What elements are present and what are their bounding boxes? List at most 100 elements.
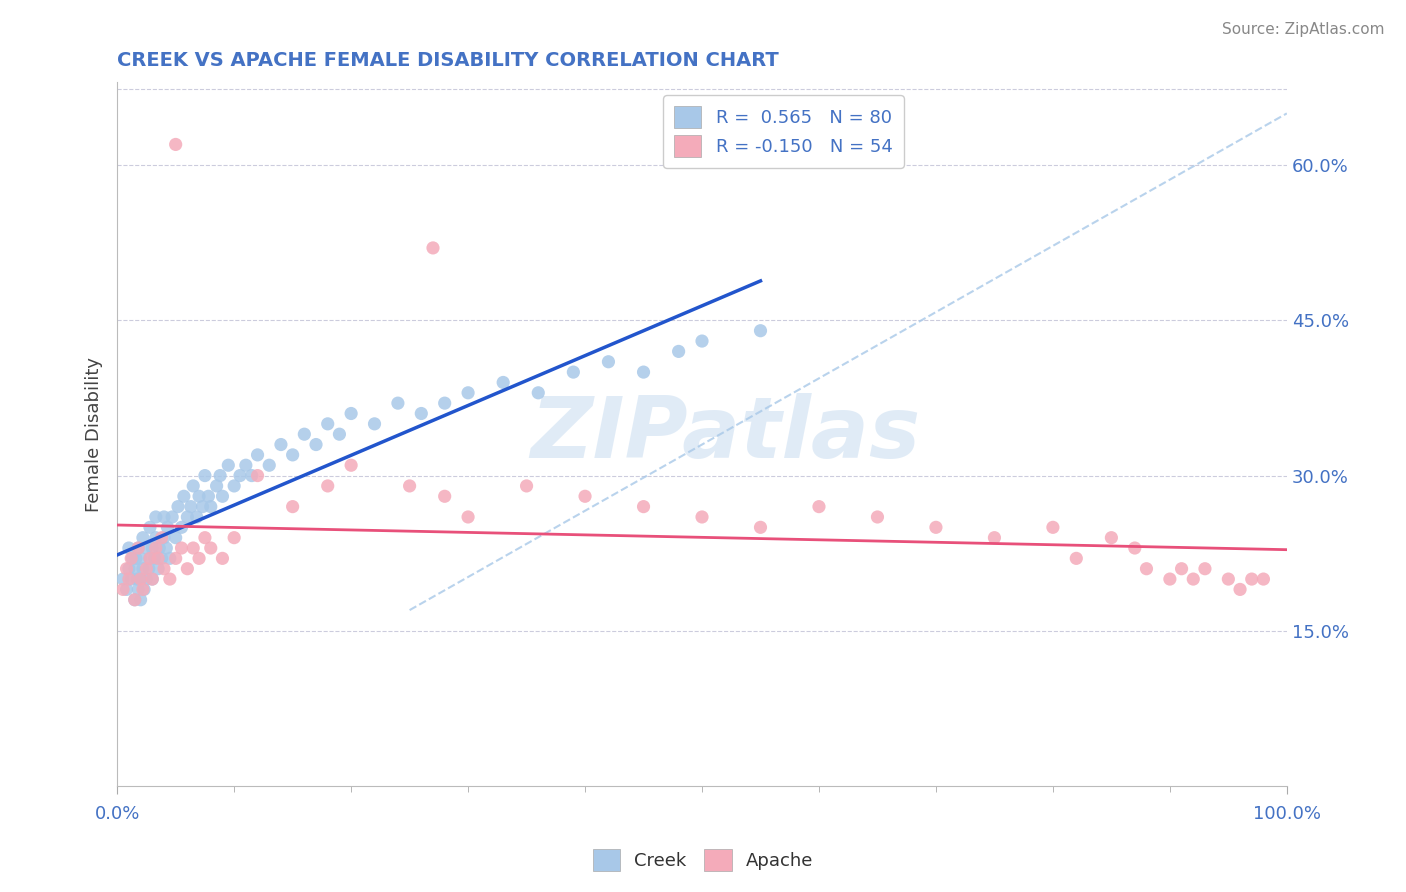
Point bbox=[340, 407, 363, 421]
Point bbox=[433, 489, 456, 503]
Point bbox=[363, 417, 385, 431]
Point bbox=[153, 562, 176, 576]
Point bbox=[1182, 572, 1205, 586]
Point bbox=[176, 510, 198, 524]
Point bbox=[229, 468, 252, 483]
Point bbox=[145, 510, 167, 524]
Point bbox=[866, 510, 889, 524]
Point bbox=[188, 551, 211, 566]
Point bbox=[1042, 520, 1064, 534]
Point bbox=[165, 551, 187, 566]
Point bbox=[181, 479, 204, 493]
Point bbox=[159, 572, 181, 586]
Point bbox=[127, 541, 149, 555]
Point bbox=[316, 417, 339, 431]
Point bbox=[148, 541, 170, 555]
Point bbox=[217, 458, 239, 473]
Point bbox=[167, 500, 190, 514]
Point bbox=[181, 541, 204, 555]
Point bbox=[132, 582, 155, 597]
Point bbox=[156, 520, 179, 534]
Point bbox=[224, 531, 246, 545]
Point bbox=[1159, 572, 1181, 586]
Point bbox=[387, 396, 409, 410]
Legend: R =  0.565   N = 80, R = -0.150   N = 54: R = 0.565 N = 80, R = -0.150 N = 54 bbox=[664, 95, 904, 168]
Point bbox=[194, 468, 217, 483]
Point bbox=[749, 520, 772, 534]
Point bbox=[305, 437, 328, 451]
Point bbox=[143, 551, 166, 566]
Point bbox=[492, 376, 515, 390]
Point bbox=[139, 551, 162, 566]
Point bbox=[121, 551, 143, 566]
Point bbox=[1099, 531, 1122, 545]
Point bbox=[270, 437, 292, 451]
Point bbox=[574, 489, 596, 503]
Point bbox=[125, 551, 148, 566]
Point bbox=[135, 562, 157, 576]
Point bbox=[186, 510, 208, 524]
Point bbox=[127, 582, 149, 597]
Point bbox=[141, 541, 163, 555]
Point bbox=[124, 562, 146, 576]
Point bbox=[124, 592, 146, 607]
Point bbox=[1135, 562, 1157, 576]
Point bbox=[141, 572, 163, 586]
Point bbox=[139, 520, 162, 534]
Point bbox=[224, 479, 246, 493]
Point bbox=[125, 572, 148, 586]
Y-axis label: Female Disability: Female Disability bbox=[86, 357, 103, 512]
Point bbox=[340, 458, 363, 473]
Point bbox=[146, 551, 169, 566]
Point bbox=[165, 137, 187, 152]
Point bbox=[281, 448, 304, 462]
Point bbox=[155, 541, 177, 555]
Point bbox=[124, 592, 146, 607]
Text: CREEK VS APACHE FEMALE DISABILITY CORRELATION CHART: CREEK VS APACHE FEMALE DISABILITY CORREL… bbox=[117, 51, 779, 70]
Point bbox=[165, 531, 187, 545]
Point bbox=[120, 572, 142, 586]
Point bbox=[235, 458, 257, 473]
Point bbox=[457, 385, 479, 400]
Legend: Creek, Apache: Creek, Apache bbox=[585, 842, 821, 879]
Point bbox=[200, 541, 222, 555]
Point bbox=[118, 572, 141, 586]
Point bbox=[240, 468, 263, 483]
Point bbox=[1194, 562, 1216, 576]
Point bbox=[281, 500, 304, 514]
Point bbox=[129, 551, 152, 566]
Point bbox=[457, 510, 479, 524]
Point bbox=[925, 520, 948, 534]
Point bbox=[129, 572, 152, 586]
Point bbox=[138, 562, 160, 576]
Point bbox=[129, 572, 152, 586]
Point bbox=[160, 510, 183, 524]
Point bbox=[170, 541, 193, 555]
Point bbox=[633, 365, 655, 379]
Point bbox=[668, 344, 690, 359]
Point bbox=[132, 562, 155, 576]
Point bbox=[118, 562, 141, 576]
Point bbox=[316, 479, 339, 493]
Point bbox=[139, 551, 162, 566]
Point bbox=[129, 592, 152, 607]
Point bbox=[141, 572, 163, 586]
Point bbox=[1229, 582, 1251, 597]
Point bbox=[598, 355, 620, 369]
Point bbox=[180, 500, 202, 514]
Point bbox=[1253, 572, 1275, 586]
Point bbox=[153, 531, 176, 545]
Point bbox=[328, 427, 350, 442]
Point bbox=[1240, 572, 1263, 586]
Point bbox=[1066, 551, 1088, 566]
Text: Source: ZipAtlas.com: Source: ZipAtlas.com bbox=[1222, 22, 1385, 37]
Point bbox=[411, 407, 433, 421]
Point bbox=[145, 541, 167, 555]
Text: ZIPatlas: ZIPatlas bbox=[530, 392, 921, 475]
Point bbox=[145, 531, 167, 545]
Point bbox=[146, 562, 169, 576]
Point bbox=[135, 572, 157, 586]
Point bbox=[188, 489, 211, 503]
Point bbox=[562, 365, 585, 379]
Point bbox=[173, 489, 195, 503]
